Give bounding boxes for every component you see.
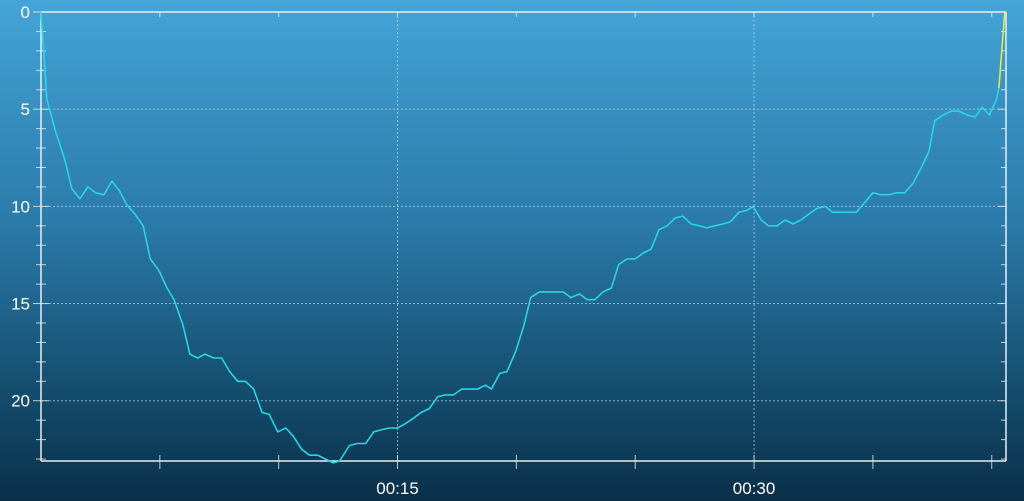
- final-ascent-line: [998, 11, 1006, 88]
- y-tick-label: 10: [11, 197, 30, 216]
- depth-line: [40, 11, 1000, 464]
- x-tick-label: 00:30: [733, 479, 776, 498]
- axes: [33, 11, 1007, 469]
- x-tick-label: 00:15: [376, 479, 419, 498]
- y-tick-label: 0: [21, 3, 30, 22]
- tick-labels: 0 5 10 15 20 00:15 00:30: [11, 3, 775, 498]
- y-tick-label: 15: [11, 295, 30, 314]
- grid-lines: [41, 12, 1006, 461]
- depth-profile: [40, 11, 1006, 464]
- y-tick-label: 5: [21, 100, 30, 119]
- y-tick-label: 20: [11, 392, 30, 411]
